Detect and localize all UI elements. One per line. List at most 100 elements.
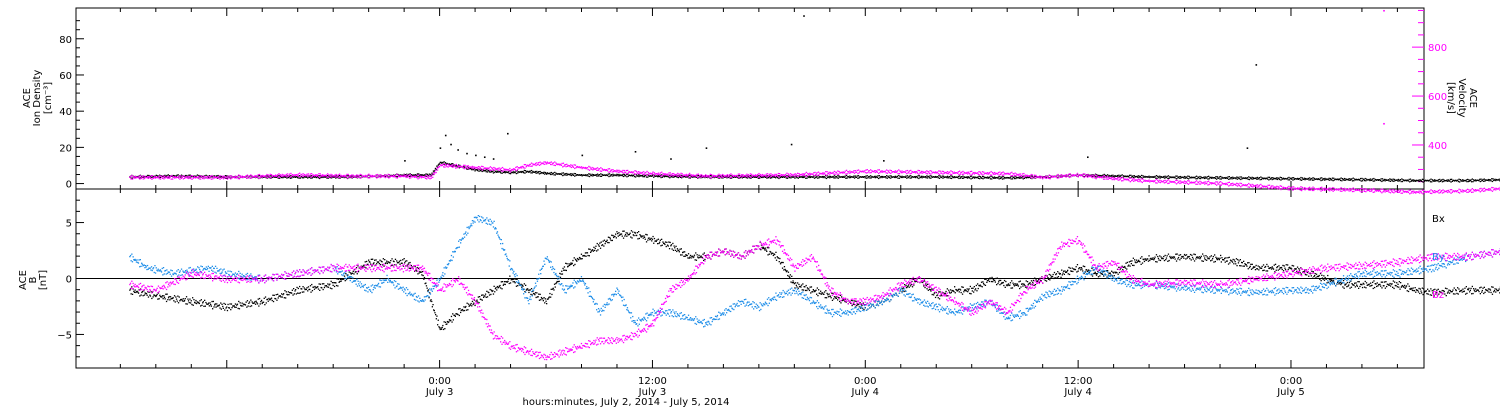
velocity-point [245,175,247,177]
velocity-point [1031,177,1033,179]
density-point [898,177,901,179]
density-point [784,176,786,178]
density-point [282,177,284,179]
velocity-point [1347,188,1350,190]
density-point [505,171,507,173]
velocity-point [582,166,585,169]
density-point [705,175,707,177]
density-point [1280,179,1282,181]
field-bx-point [378,263,380,265]
field-bx-point [400,262,403,264]
density-point [967,177,969,179]
density-outlier [705,147,708,149]
velocity-point [615,171,617,173]
density-point [1393,180,1395,182]
density-point [506,171,508,174]
density-point [844,175,846,177]
density-point [336,177,338,179]
field-bx-point [312,286,314,288]
density-point [1234,177,1236,179]
velocity-point [533,163,535,166]
density-point [1477,179,1479,181]
density-point [1179,177,1181,179]
field-bx-point [331,282,334,284]
density-point [971,177,973,179]
field-bx-point [318,283,320,285]
density-point [509,173,512,175]
velocity-point [545,162,547,164]
velocity-point [1332,190,1334,192]
density-point [436,166,439,168]
density-point [1415,179,1418,181]
velocity-point [440,164,442,166]
velocity-point [930,170,933,172]
density-point [592,175,594,177]
velocity-point [1157,179,1159,181]
velocity-point [1185,181,1187,183]
density-point [1322,178,1324,180]
velocity-point [840,171,842,173]
density-point [1344,179,1346,181]
density-point [741,175,743,177]
velocity-point [553,164,555,166]
density-point [777,177,779,179]
density-point [614,174,616,176]
density-point [1218,176,1220,178]
density-point [990,175,992,177]
density-point [949,177,951,179]
velocity-point [1350,189,1352,191]
density-point [733,176,735,178]
velocity-point [637,172,639,174]
density-point [1470,179,1472,181]
density-point [148,174,150,177]
velocity-point [1337,188,1339,190]
velocity-point [1448,190,1450,193]
velocity-point [413,175,415,177]
velocity-point [970,174,972,176]
velocity-point [511,169,513,171]
velocity-point [635,173,637,175]
density-point [1461,179,1463,181]
field-bx-point [416,266,418,269]
velocity-point [586,167,588,169]
density-point [1202,177,1204,179]
velocity-point [1161,180,1164,183]
velocity-point [1056,177,1058,179]
density-point [964,176,966,178]
velocity-point [1375,189,1377,192]
velocity-point [1417,191,1420,194]
density-point [795,176,797,178]
density-point [896,175,898,177]
velocity-point [1451,189,1453,191]
velocity-point [683,174,685,176]
velocity-point [1262,185,1264,188]
density-point [1438,181,1440,183]
velocity-point [749,176,751,178]
density-point [840,176,842,178]
velocity-point [1492,187,1494,189]
velocity-point [1480,187,1482,190]
velocity-point [895,171,897,174]
density-point [987,176,989,178]
velocity-point [468,167,470,169]
velocity-point [1239,182,1241,184]
velocity-point [337,174,339,176]
density-point [1260,176,1262,178]
field-bx-point [325,285,328,287]
velocity-point [932,171,934,174]
density-point [976,176,978,179]
field-bx-point [409,261,411,264]
density-point [1339,178,1341,180]
velocity-point [366,175,368,177]
density-point [934,175,937,178]
velocity-point [1423,189,1425,192]
velocity-point [445,164,447,167]
velocity-point [1067,175,1069,177]
density-point [612,173,614,175]
field-bx-point [278,295,280,297]
velocity-point [442,164,444,166]
velocity-point [1184,182,1186,185]
field-bx-point [222,305,224,308]
density-point [1270,178,1272,180]
density-point [906,175,909,177]
